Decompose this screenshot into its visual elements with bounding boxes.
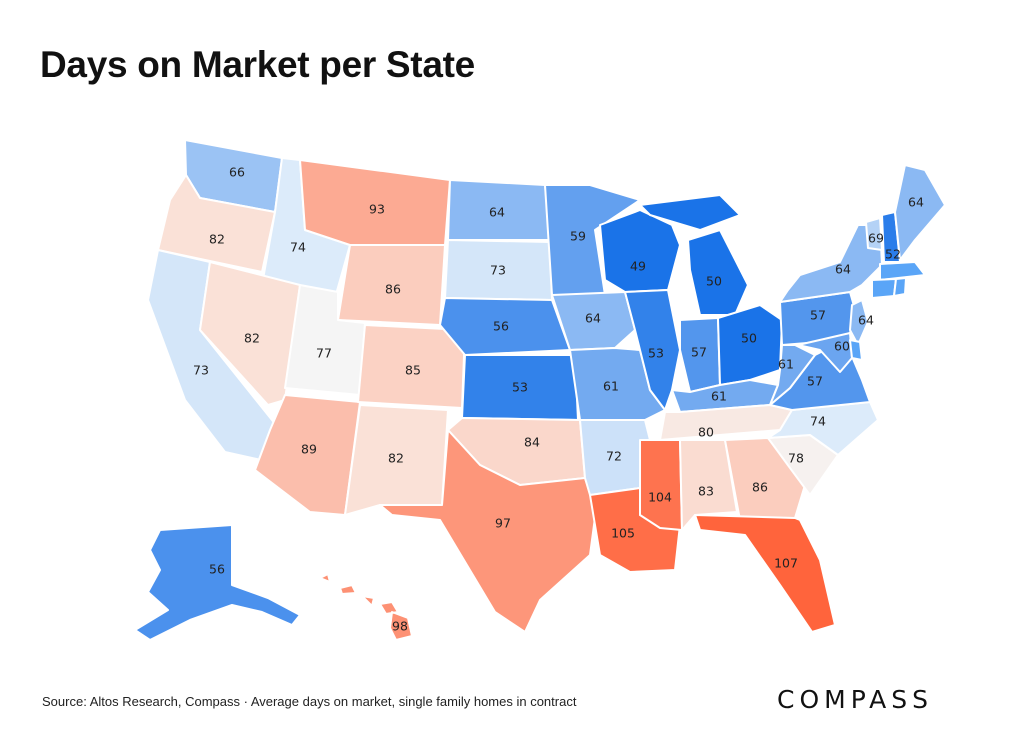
state-ct — [871, 278, 897, 299]
state-value-az: 89 — [301, 442, 317, 457]
state-value-hi: 98 — [392, 619, 408, 634]
state-nv — [199, 261, 301, 406]
state-value-ga: 86 — [752, 480, 768, 495]
state-value-ia: 64 — [585, 311, 601, 326]
state-value-co: 85 — [405, 363, 421, 378]
state-value-id: 74 — [290, 240, 306, 255]
state-value-nc: 74 — [810, 414, 826, 429]
state-value-nd: 64 — [489, 205, 505, 220]
state-or — [157, 174, 276, 273]
state-value-wa: 66 — [229, 165, 245, 180]
state-value-ky: 61 — [711, 389, 727, 404]
state-ne — [439, 297, 571, 356]
state-value-ok: 84 — [524, 435, 540, 450]
state-ak — [134, 524, 301, 641]
state-value-il: 53 — [648, 346, 664, 361]
state-value-la: 105 — [611, 526, 635, 541]
state-de — [849, 339, 863, 361]
state-value-ak: 56 — [209, 562, 225, 577]
state-ia — [551, 291, 636, 351]
state-value-wy: 86 — [385, 282, 401, 297]
state-il — [624, 289, 681, 411]
state-value-mi: 50 — [706, 274, 722, 289]
state-value-al: 83 — [698, 484, 714, 499]
state-value-ar: 72 — [606, 449, 622, 464]
state-value-md: 60 — [834, 339, 850, 354]
state-ri — [893, 277, 907, 297]
state-value-mo: 61 — [603, 379, 619, 394]
state-value-tx: 97 — [495, 516, 511, 531]
state-me — [894, 164, 946, 261]
state-value-pa: 57 — [810, 308, 826, 323]
state-value-in: 57 — [691, 345, 707, 360]
state-value-ne: 56 — [493, 319, 509, 334]
state-value-wv: 61 — [778, 357, 794, 372]
state-value-ms: 104 — [648, 490, 672, 505]
state-tx — [379, 429, 597, 633]
state-value-tn: 80 — [698, 425, 714, 440]
state-value-ca: 73 — [193, 363, 209, 378]
state-fl — [694, 514, 836, 633]
page-title: Days on Market per State — [40, 44, 475, 85]
state-value-sc: 78 — [788, 451, 804, 466]
state-value-mn: 59 — [570, 229, 586, 244]
state-value-va: 57 — [807, 374, 823, 389]
state-value-wi: 49 — [630, 259, 646, 274]
state-value-or: 82 — [209, 232, 225, 247]
compass-logo: COMPASS — [777, 685, 934, 714]
state-value-ut: 77 — [316, 346, 332, 361]
state-nj — [849, 299, 869, 346]
state-hi — [319, 573, 413, 641]
state-value-fl: 107 — [774, 556, 798, 571]
source-note: Source: Altos Research, Compass · Averag… — [42, 694, 577, 709]
state-value-nh: 52 — [885, 247, 901, 262]
state-value-oh: 50 — [741, 331, 757, 346]
state-vt — [865, 217, 883, 251]
state-ut — [284, 284, 366, 396]
state-value-sd: 73 — [490, 263, 506, 278]
state-wi — [599, 209, 681, 293]
state-value-nv: 82 — [244, 331, 260, 346]
state-al — [679, 439, 738, 531]
state-ms — [639, 439, 683, 531]
state-value-me: 64 — [908, 195, 924, 210]
state-value-ks: 53 — [512, 380, 528, 395]
state-value-mt: 93 — [369, 202, 385, 217]
state-value-nj: 64 — [858, 313, 874, 328]
state-ma — [879, 261, 926, 281]
state-md — [797, 332, 853, 373]
state-value-ny: 64 — [835, 262, 851, 277]
state-value-nm: 82 — [388, 451, 404, 466]
state-ga — [724, 437, 806, 521]
state-value-vt: 69 — [868, 231, 884, 246]
